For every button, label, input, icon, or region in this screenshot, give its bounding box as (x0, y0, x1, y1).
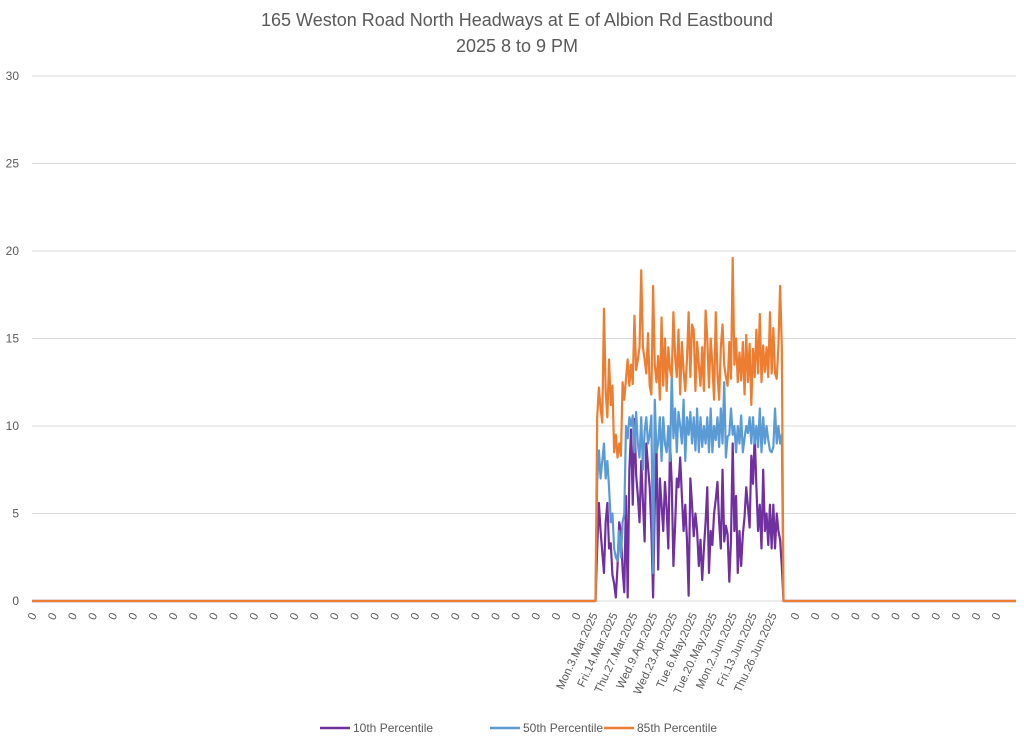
x-tick-label: 0 (308, 611, 322, 622)
x-tick-label: 0 (328, 611, 342, 622)
series-line (32, 372, 1016, 603)
series-50th-percentile (32, 372, 1016, 603)
x-tick-label: 0 (950, 611, 964, 622)
x-tick-label: 0 (66, 611, 80, 622)
x-tick-label: 0 (469, 611, 483, 622)
x-tick-label: 0 (349, 611, 363, 622)
y-tick-label: 30 (6, 69, 20, 83)
x-tick-label: 0 (789, 611, 803, 622)
x-tick-label: 0 (570, 611, 584, 622)
y-tick-label: 5 (12, 507, 19, 521)
x-tick-label: 0 (429, 611, 443, 622)
x-tick-label: 0 (46, 611, 60, 622)
gridlines (32, 75, 1016, 602)
x-tick-label: 0 (530, 611, 544, 622)
x-tick-label: 0 (389, 611, 403, 622)
x-tick-label: 0 (26, 611, 40, 622)
legend-label: 50th Percentile (523, 721, 603, 735)
x-tick-label: 0 (870, 611, 884, 622)
x-tick-label: 0 (550, 611, 564, 622)
x-tick-label: 0 (990, 611, 1004, 622)
x-tick-label: 0 (268, 611, 282, 622)
x-tick-label: 0 (288, 611, 302, 622)
x-tick-label: 0 (829, 611, 843, 622)
x-tick-label: 0 (910, 611, 924, 622)
legend: 10th Percentile 50th Percentile 85th Perce… (320, 721, 717, 735)
series-line (32, 256, 1016, 603)
y-tick-label: 0 (12, 594, 19, 608)
x-tick-label: 0 (930, 611, 944, 622)
x-tick-label: 0 (490, 611, 504, 622)
x-tick-label: 0 (369, 611, 383, 622)
x-tick-label: 0 (127, 611, 141, 622)
series-10th-percentile (32, 417, 1016, 603)
y-tick-label: 20 (6, 244, 20, 258)
x-tick-label: 0 (970, 611, 984, 622)
x-tick-label: 0 (449, 611, 463, 622)
series-85th-percentile (32, 256, 1016, 603)
chart-title: 165 Weston Road North Headways at E of A… (261, 10, 773, 30)
x-tick-label: 0 (248, 611, 262, 622)
y-tick-label: 25 (6, 157, 20, 171)
y-tick-label: 15 (6, 332, 20, 346)
y-axis-ticks: 0 5 10 15 20 25 30 (6, 69, 20, 608)
series-line (32, 417, 1016, 603)
x-tick-label: 0 (107, 611, 121, 622)
x-tick-label: 0 (890, 611, 904, 622)
legend-label: 85th Percentile (637, 721, 717, 735)
x-tick-label: 0 (207, 611, 221, 622)
x-tick-label: 0 (228, 611, 242, 622)
x-tick-label: 0 (87, 611, 101, 622)
chart-subtitle: 2025 8 to 9 PM (456, 36, 578, 56)
x-axis-ticks: 0 0 0 0 0 0 0 0 0 0 0 0 0 0 0 0 0 0 0 0 0 0 0 0 0 0 0 0Mon.3.Mar.20… (26, 611, 1004, 696)
x-tick-label: 0 (510, 611, 524, 622)
x-tick-label: 0 (167, 611, 181, 622)
x-tick-label: 0 (147, 611, 161, 622)
x-tick-label: 0 (849, 611, 863, 622)
x-tick-label: 0 (187, 611, 201, 622)
x-tick-label: 0 (409, 611, 423, 622)
legend-label: 10th Percentile (353, 721, 433, 735)
series-lines (32, 256, 1016, 603)
y-tick-label: 10 (6, 419, 20, 433)
x-tick-label: 0 (809, 611, 823, 622)
